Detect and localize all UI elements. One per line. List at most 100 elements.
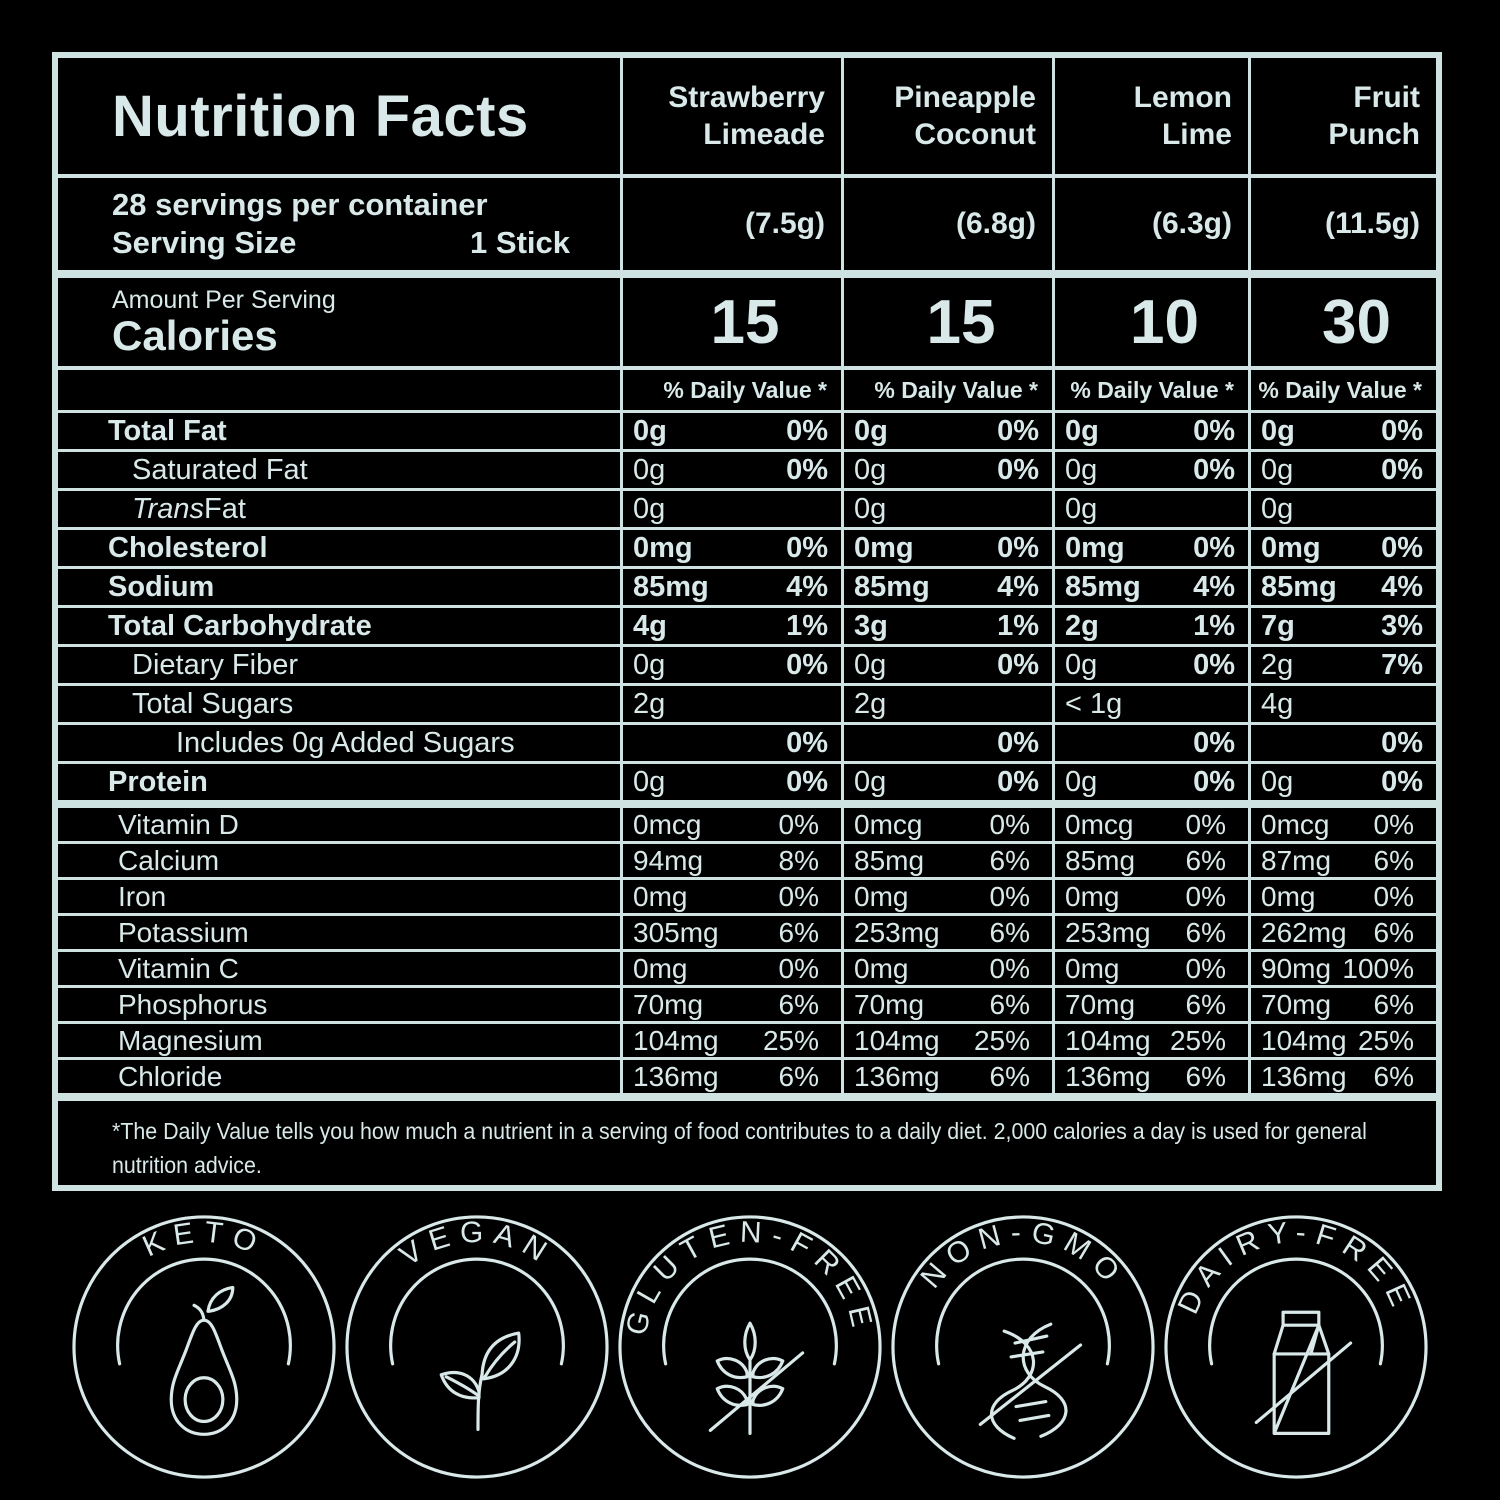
value-cell: 70mg 6%	[841, 988, 1052, 1021]
value-cell: 0mcg 0%	[841, 808, 1052, 841]
row-label-text: Saturated Fat	[132, 453, 308, 486]
amount-value: 253mg	[1065, 916, 1151, 948]
amount-value: 0mcg	[1261, 808, 1330, 840]
amount-value: 305mg	[633, 916, 719, 948]
value-cell: 0g 0%	[1248, 413, 1436, 449]
amount-value: 0g	[854, 648, 887, 681]
value-cell: 0%	[620, 725, 841, 761]
badge-inner-arc	[116, 1257, 292, 1366]
value-cell: 0%	[1052, 725, 1248, 761]
amount-value: 85mg	[1065, 570, 1141, 603]
value-cell: 7g 3%	[1248, 608, 1436, 644]
daily-value-percent: 1%	[997, 609, 1039, 642]
sprout-icon	[439, 1331, 521, 1431]
badge-label: VEGAN	[394, 1216, 551, 1273]
value-cell: 0mg 0%	[620, 880, 841, 913]
amount-value: 0mg	[1261, 880, 1316, 912]
daily-value-percent: 0%	[997, 765, 1039, 798]
daily-value-percent: 0%	[1193, 765, 1235, 798]
value-cell: 0g 0%	[841, 413, 1052, 449]
value-cell: 0g 0%	[1248, 764, 1436, 800]
daily-value-percent: 25%	[973, 1024, 1030, 1056]
value-cell: 0g 0%	[1248, 452, 1436, 488]
amount-value: 0g	[1065, 765, 1098, 798]
daily-value-header: % Daily Value *	[1248, 370, 1436, 410]
daily-value-footnote: *The Daily Value tells you how much a nu…	[58, 1101, 1436, 1182]
svg-text:KETO: KETO	[138, 1215, 270, 1263]
svg-text:VEGAN: VEGAN	[394, 1216, 560, 1273]
row-label-text: Protein	[108, 765, 208, 798]
value-cell: 85mg 4%	[620, 569, 841, 605]
daily-value-percent: 0%	[1381, 414, 1423, 447]
vitamin-rows-section: Vitamin D 0mcg 0% 0mcg 0% 0mcg 0% 0mcg 0% Calcium…	[58, 800, 1436, 1093]
amount-value: 90mg	[1261, 952, 1332, 984]
daily-value-percent: 4%	[1381, 570, 1423, 603]
value-cell: 85mg 4%	[841, 569, 1052, 605]
amount-value: 85mg	[1065, 844, 1136, 876]
daily-value-percent: 0%	[989, 808, 1030, 840]
value-cell: 0mg 0%	[841, 952, 1052, 985]
flavor-name-line: Strawberry	[668, 81, 825, 114]
flavor-name-line: Fruit	[1353, 81, 1420, 114]
amount-value: 0mg	[633, 880, 688, 912]
daily-value-percent: 0%	[786, 453, 828, 486]
value-cell: 4g 1%	[620, 608, 841, 644]
value-cell: 0g 0%	[1052, 764, 1248, 800]
flavor-name-line: Pineapple	[894, 81, 1036, 114]
svg-text:DAIRY-FREE: DAIRY-FREE	[1172, 1216, 1421, 1319]
daily-value-percent: 6%	[989, 916, 1030, 948]
value-cell: 104mg 25%	[1052, 1024, 1248, 1057]
daily-value-percent: 0%	[1193, 648, 1235, 681]
row-label-italic: Trans	[132, 492, 204, 525]
value-cell: 136mg 6%	[1052, 1060, 1248, 1093]
badge-gluten-free: GLUTEN-FREE	[618, 1215, 882, 1479]
row-label-text: Potassium	[118, 916, 249, 948]
vitamin-row: Chloride 136mg 6% 136mg 6% 136mg 6% 136mg 6%	[58, 1057, 1436, 1093]
row-label: Vitamin C	[58, 952, 620, 985]
daily-value-percent: 25%	[1169, 1024, 1226, 1056]
value-cell: 0mcg 0%	[620, 808, 841, 841]
amount-value: 70mg	[854, 988, 925, 1020]
value-cell: 4g	[1248, 686, 1436, 722]
value-cell: 104mg 25%	[1248, 1024, 1436, 1057]
serving-size-label: Serving Size	[112, 225, 297, 260]
footnote-row: *The Daily Value tells you how much a nu…	[58, 1093, 1436, 1185]
amount-value: 2g	[1261, 648, 1294, 681]
nutrient-row: Cholesterol 0mg 0% 0mg 0% 0mg 0% 0mg 0%	[58, 527, 1436, 566]
daily-value-percent: 0%	[1193, 531, 1235, 564]
row-label-text: Sodium	[108, 570, 215, 603]
daily-value-percent: 0%	[1193, 453, 1235, 486]
nutrient-rows-section: Total Fat 0g 0% 0g 0% 0g 0% 0g 0% Saturated Fat 0g…	[58, 410, 1436, 800]
value-cell: 0mg 0%	[1052, 880, 1248, 913]
value-cell: 0g 0%	[620, 647, 841, 683]
nutrient-row: Total Sugars 2g 2g < 1g 4g	[58, 683, 1436, 722]
row-label: Sodium	[58, 569, 620, 605]
amount-value: 85mg	[1261, 570, 1337, 603]
milk-carton-crossed-icon	[1254, 1310, 1353, 1435]
svg-text:GLUTEN-FREE: GLUTEN-FREE	[620, 1216, 880, 1339]
value-cell: 85mg 4%	[1052, 569, 1248, 605]
value-cell: 0mg 0%	[1052, 952, 1248, 985]
amount-value: 0mcg	[854, 808, 923, 840]
badge-vegan: VEGAN	[345, 1215, 609, 1479]
amount-value: 2g	[854, 687, 887, 720]
amount-value: 104mg	[1065, 1024, 1151, 1056]
nutrition-facts-panel: Nutrition Facts Strawberry Limeade Pinea…	[52, 52, 1442, 1191]
daily-value-percent: 4%	[997, 570, 1039, 603]
value-cell: 305mg 6%	[620, 916, 841, 949]
avocado-icon	[169, 1285, 239, 1436]
amount-value: 0g	[1065, 453, 1098, 486]
value-cell: 0g	[841, 491, 1052, 527]
value-cell: 0mg 0%	[1052, 530, 1248, 566]
calories-row: Amount Per Serving Calories 15 15 10 30	[58, 270, 1436, 366]
daily-value-percent: 6%	[1373, 1060, 1414, 1092]
vitamin-row: Phosphorus 70mg 6% 70mg 6% 70mg 6% 70mg 6%	[58, 985, 1436, 1021]
flavor-header-pineapple-coconut: Pineapple Coconut	[841, 58, 1052, 174]
daily-value-percent: 100%	[1342, 952, 1414, 984]
value-cell: 0g	[1052, 491, 1248, 527]
value-cell: 0mg 0%	[841, 880, 1052, 913]
vitamin-row: Potassium 305mg 6% 253mg 6% 253mg 6% 262mg 6%	[58, 913, 1436, 949]
diet-badges-row: KETO VEGAN GLUTEN-FREE	[0, 1213, 1500, 1481]
daily-value-percent: 25%	[1357, 1024, 1414, 1056]
nutrient-row: Sodium 85mg 4% 85mg 4% 85mg 4% 85mg 4%	[58, 566, 1436, 605]
